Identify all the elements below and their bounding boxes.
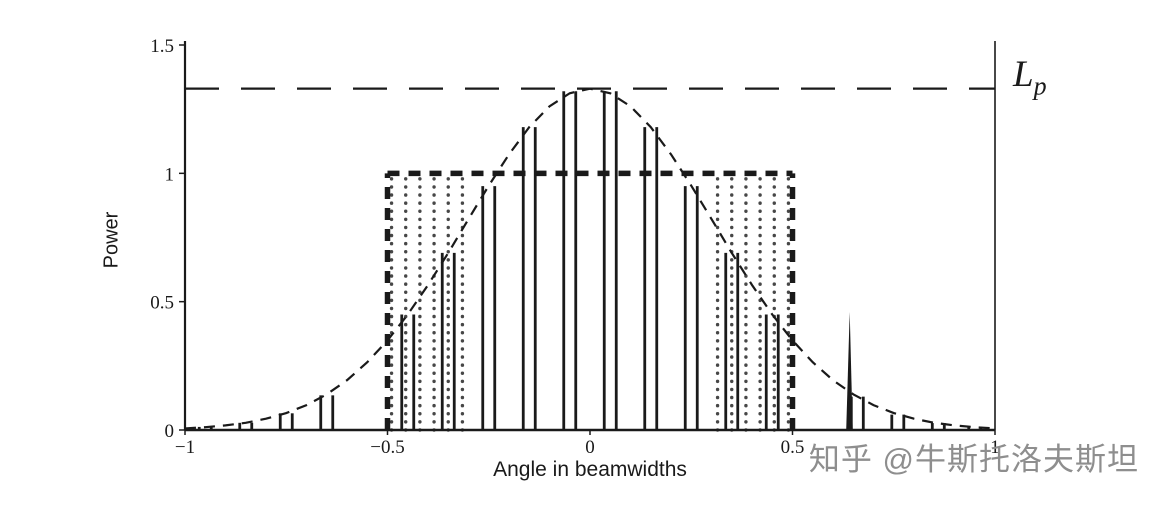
envelope-curve (184, 87, 996, 430)
x-tick-label: −0.5 (370, 437, 404, 458)
y-tick-label: 1.5 (150, 36, 174, 57)
peak-label-subscript: p (1033, 71, 1047, 101)
spike-artifact (846, 311, 853, 430)
y-axis-label: Power (100, 211, 123, 269)
x-tick-label: 0.5 (781, 437, 805, 458)
y-tick-label: 0 (165, 421, 175, 442)
peak-label-base: L (1013, 54, 1034, 95)
watermark-text: 知乎 @牛斯托洛夫斯坦 (808, 442, 1139, 477)
peak-level-label: Lp (1013, 56, 1047, 99)
x-tick-label: 0 (585, 437, 595, 458)
x-axis-label: Angle in beamwidths (493, 458, 687, 481)
x-tick-label: −1 (175, 437, 195, 458)
y-tick-label: 0.5 (150, 293, 174, 314)
x-tick-label: 1 (990, 437, 1000, 458)
y-tick-label: 1 (165, 164, 175, 185)
